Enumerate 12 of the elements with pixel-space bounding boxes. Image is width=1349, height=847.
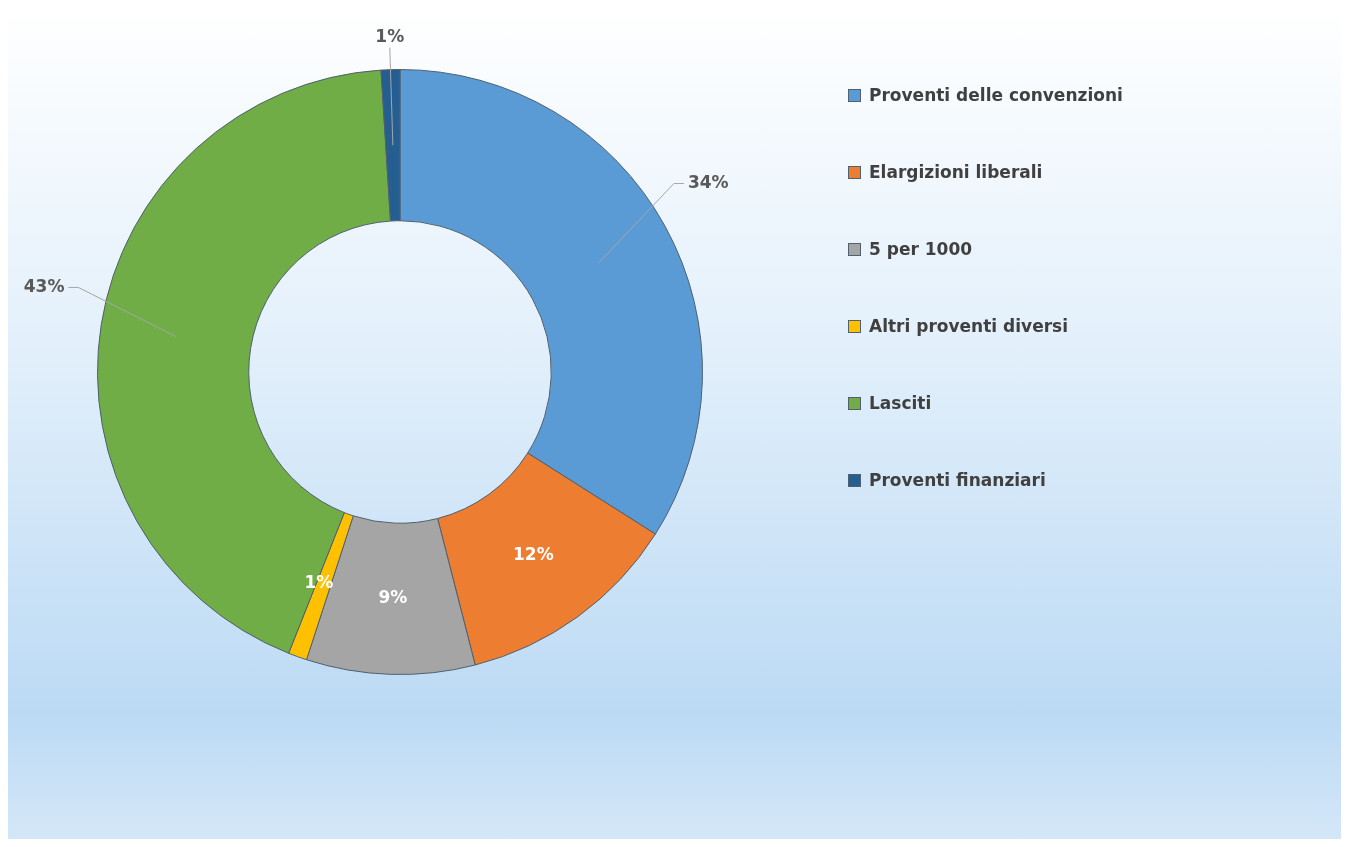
legend-label: 5 per 1000 — [869, 239, 973, 259]
data-label: 1% — [375, 26, 405, 47]
data-label: 34% — [687, 171, 729, 192]
data-label: 1% — [304, 572, 334, 593]
legend-label: Lasciti — [869, 393, 932, 413]
data-label: 9% — [378, 587, 408, 608]
data-label: 12% — [513, 543, 554, 564]
legend-label: Elargizioni liberali — [869, 162, 1043, 182]
legend-label: Proventi delle convenzioni — [869, 85, 1123, 105]
legend-label: Proventi finanziari — [869, 470, 1046, 490]
data-label: 43% — [23, 275, 65, 296]
legend-label: Altri proventi diversi — [869, 316, 1068, 336]
